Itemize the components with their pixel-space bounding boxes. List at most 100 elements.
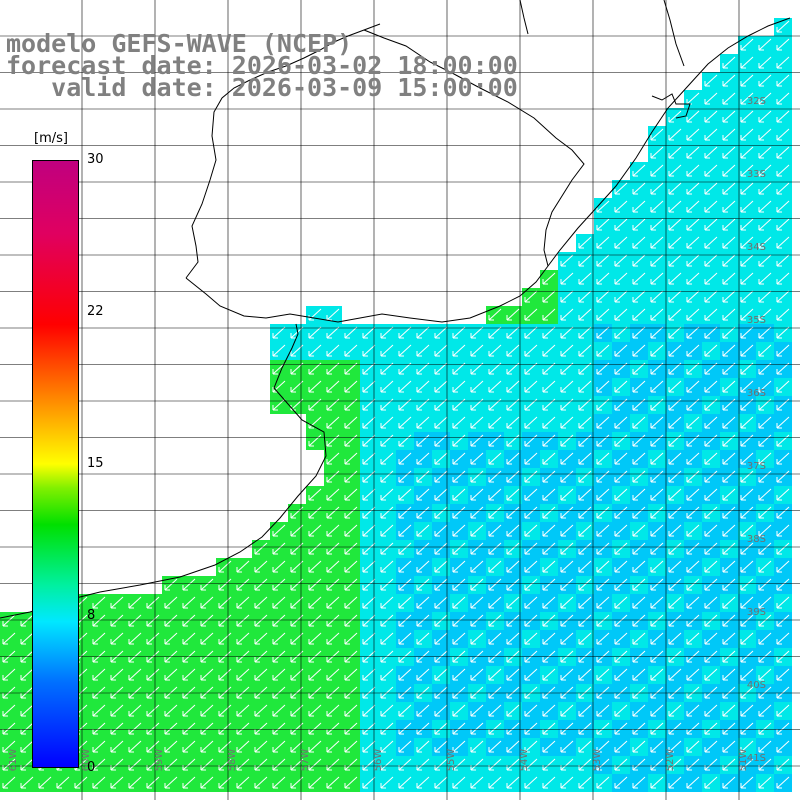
wind-arrow [362, 344, 376, 357]
wind-arrow [362, 416, 376, 429]
wind-arrow [506, 722, 520, 735]
wind-arrow [272, 614, 286, 627]
wind-arrow [740, 776, 754, 789]
wind-arrow [452, 434, 466, 447]
wind-arrow [2, 668, 16, 681]
wind-arrow [488, 614, 502, 627]
wind-arrow [740, 632, 754, 645]
latitude-label: 39S [747, 607, 766, 618]
wind-arrow [542, 596, 556, 609]
wind-arrow [74, 776, 88, 789]
wind-arrow [452, 578, 466, 591]
wind-arrow [434, 488, 448, 501]
wind-arrow [758, 668, 772, 681]
wind-arrow [344, 542, 358, 555]
wind-arrow [632, 380, 646, 393]
wind-arrow [434, 740, 448, 753]
wind-arrow [650, 668, 664, 681]
wind-arrow [740, 380, 754, 393]
wind-arrow [452, 614, 466, 627]
wind-arrow [560, 326, 574, 339]
wind-arrow [362, 470, 376, 483]
wind-arrow [524, 596, 538, 609]
wind-arrow [614, 218, 628, 231]
wind-arrow [668, 632, 682, 645]
wind-arrow [686, 110, 700, 123]
wind-arrow [668, 128, 682, 141]
wind-arrow [506, 488, 520, 501]
wind-arrow [272, 326, 286, 339]
wind-arrow [128, 614, 142, 627]
wind-arrow [380, 776, 394, 789]
wind-arrow [614, 254, 628, 267]
wind-arrow [380, 668, 394, 681]
wind-arrow [362, 542, 376, 555]
wind-arrow [686, 218, 700, 231]
wind-arrow [2, 776, 16, 789]
wind-arrow [452, 560, 466, 573]
wind-arrow [380, 722, 394, 735]
wind-arrow [164, 776, 178, 789]
wind-arrow [704, 740, 718, 753]
wind-arrow [560, 560, 574, 573]
wind-arrow [722, 218, 736, 231]
wind-arrow [776, 254, 790, 267]
wind-arrow [326, 506, 340, 519]
wind-arrow [434, 578, 448, 591]
wind-arrow [686, 632, 700, 645]
wind-arrow [344, 560, 358, 573]
wind-arrow [380, 578, 394, 591]
wind-arrow [200, 722, 214, 735]
wind-arrow [416, 434, 430, 447]
wind-arrow [704, 596, 718, 609]
wind-arrow [344, 488, 358, 501]
wind-arrow [560, 578, 574, 591]
wind-arrow [344, 596, 358, 609]
wind-arrow [758, 776, 772, 789]
wind-arrow [506, 668, 520, 681]
wind-arrow [650, 542, 664, 555]
wind-arrow [506, 578, 520, 591]
wind-arrow [452, 668, 466, 681]
wind-arrow [506, 308, 520, 321]
wind-arrow [20, 668, 34, 681]
wind-arrow [578, 488, 592, 501]
wind-arrow [668, 416, 682, 429]
wind-arrow [236, 776, 250, 789]
wind-arrow [758, 380, 772, 393]
wind-arrow [578, 452, 592, 465]
wind-arrow [506, 344, 520, 357]
wind-arrow [686, 380, 700, 393]
wind-arrow [308, 560, 322, 573]
wind-arrow [182, 776, 196, 789]
wind-arrow [380, 542, 394, 555]
wind-arrow [722, 434, 736, 447]
wind-arrow [776, 380, 790, 393]
wind-arrow [164, 578, 178, 591]
wind-arrow [704, 722, 718, 735]
wind-arrow [614, 704, 628, 717]
wind-arrow [722, 362, 736, 375]
wind-arrow [758, 452, 772, 465]
wind-arrow [506, 686, 520, 699]
wind-arrow [146, 632, 160, 645]
wind-arrow [632, 200, 646, 213]
wind-arrow [614, 290, 628, 303]
wind-arrow [524, 452, 538, 465]
wind-arrow [380, 344, 394, 357]
wind-arrow [344, 740, 358, 753]
wind-arrow [776, 542, 790, 555]
wind-arrow [776, 416, 790, 429]
wind-arrow [740, 200, 754, 213]
wind-arrow [632, 740, 646, 753]
wind-arrow [344, 452, 358, 465]
wind-arrow [776, 452, 790, 465]
wind-arrow [128, 668, 142, 681]
wind-arrow [740, 686, 754, 699]
wind-arrow [488, 488, 502, 501]
wind-arrow [308, 740, 322, 753]
longitude-label: 58W [227, 749, 238, 772]
wind-arrow [758, 614, 772, 627]
wind-arrow [650, 488, 664, 501]
wind-arrow [668, 524, 682, 537]
